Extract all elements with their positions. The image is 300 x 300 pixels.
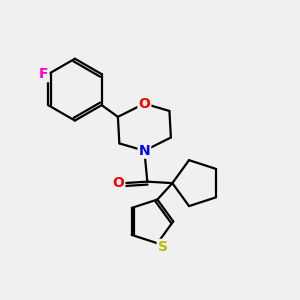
Text: O: O xyxy=(138,97,150,111)
Text: S: S xyxy=(158,240,168,254)
Text: F: F xyxy=(39,67,49,81)
Text: N: N xyxy=(139,144,150,158)
Text: O: O xyxy=(112,176,124,190)
